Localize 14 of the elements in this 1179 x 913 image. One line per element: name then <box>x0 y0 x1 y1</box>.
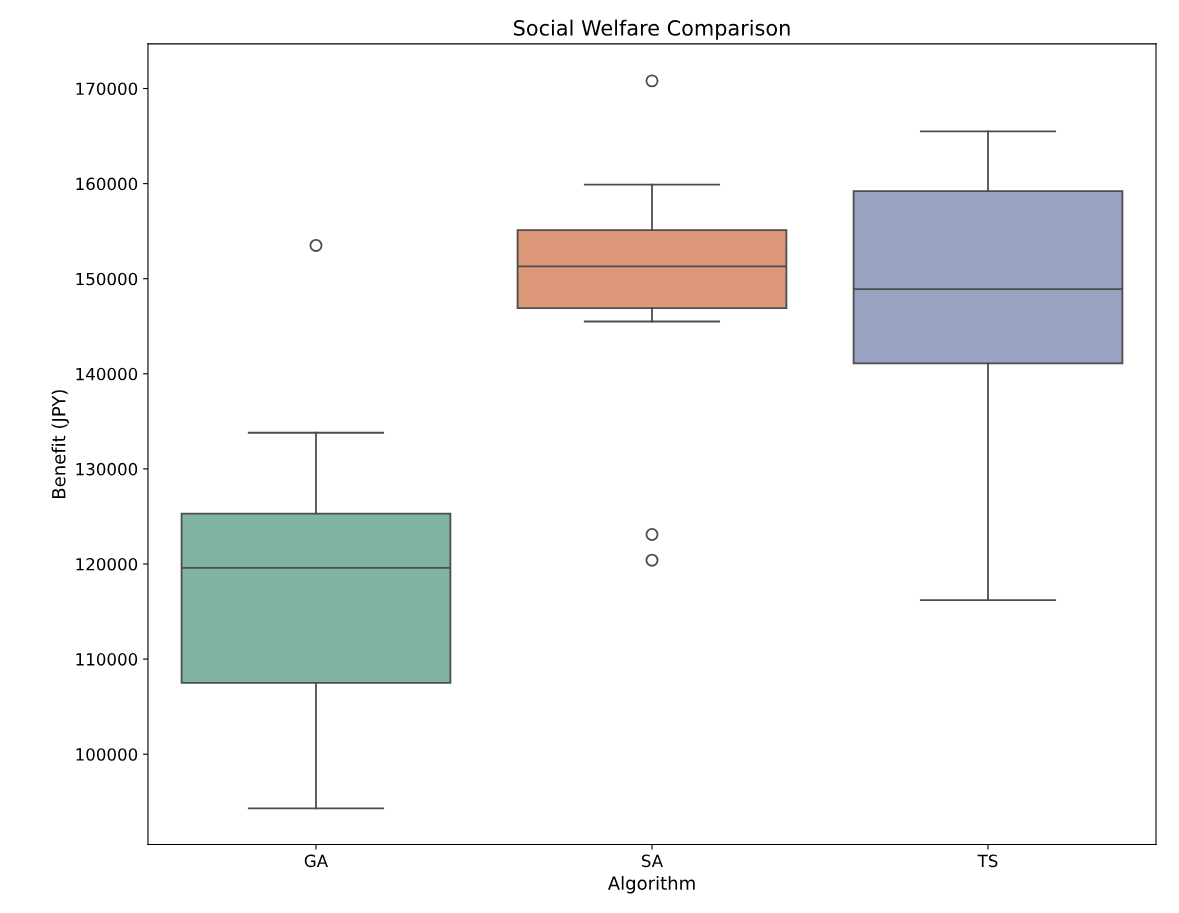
x-axis-title: Algorithm <box>607 875 695 894</box>
x-tick-label: SA <box>641 854 663 868</box>
y-axis-title: Benefit (JPY) <box>51 390 69 498</box>
y-tick-label: 120000 <box>76 557 138 571</box>
y-tick-label: 130000 <box>76 462 138 476</box>
x-tick-label: TS <box>977 854 998 868</box>
chart-title: Social Welfare Comparison <box>513 19 790 40</box>
x-tick-label: GA <box>304 854 328 868</box>
y-tick-label: 170000 <box>76 82 138 96</box>
y-tick-label: 100000 <box>76 748 138 761</box>
y-tick-label: 150000 <box>76 272 138 286</box>
y-tick-label: 140000 <box>76 367 138 381</box>
y-tick-label: 110000 <box>76 653 138 666</box>
y-tick-label: 160000 <box>76 177 138 191</box>
